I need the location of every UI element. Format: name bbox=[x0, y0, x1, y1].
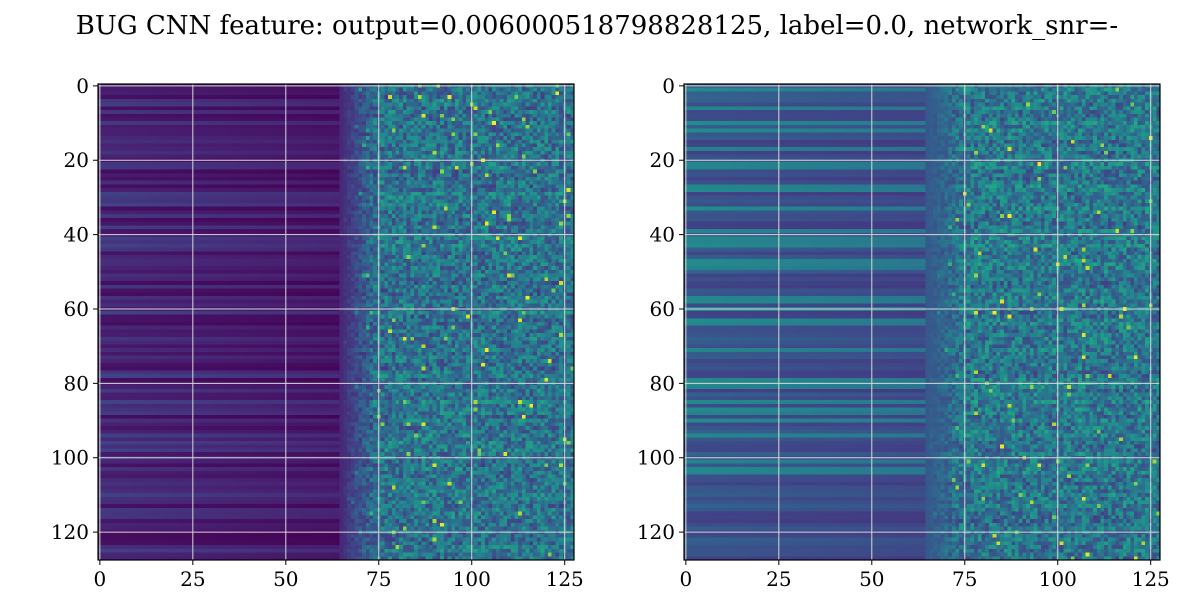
x-tick-label: 50 bbox=[273, 567, 298, 591]
heatmap-image-right bbox=[684, 84, 1160, 560]
grid-right bbox=[684, 84, 1160, 560]
x-tick-label: 125 bbox=[546, 567, 584, 591]
y-tick-label: 40 bbox=[650, 223, 675, 247]
ticks-right: 0 25 50 75 100 125 0 20 40 60 80 100 120 bbox=[637, 74, 1170, 591]
figure-title: BUG CNN feature: output=0.00600051879882… bbox=[76, 11, 1118, 41]
x-tick-label: 0 bbox=[93, 567, 106, 591]
x-tick-label: 100 bbox=[1039, 567, 1077, 591]
x-tick-label: 75 bbox=[952, 567, 977, 591]
y-tick-label: 80 bbox=[64, 371, 89, 395]
y-tick-label: 80 bbox=[650, 371, 675, 395]
y-tick-label: 0 bbox=[76, 74, 89, 98]
x-tick-label: 75 bbox=[366, 567, 391, 591]
heatmap-image-left bbox=[98, 84, 574, 560]
y-tick-label: 20 bbox=[64, 148, 89, 172]
y-tick-label: 100 bbox=[51, 446, 89, 470]
y-tick-label: 120 bbox=[51, 520, 89, 544]
x-tick-label: 50 bbox=[859, 567, 884, 591]
grid-left bbox=[98, 84, 574, 560]
y-tick-label: 60 bbox=[650, 297, 675, 321]
x-tick-label: 125 bbox=[1132, 567, 1170, 591]
y-tick-label: 40 bbox=[64, 223, 89, 247]
y-tick-label: 0 bbox=[662, 74, 675, 98]
y-tick-label: 60 bbox=[64, 297, 89, 321]
y-tick-label: 100 bbox=[637, 446, 675, 470]
x-tick-label: 0 bbox=[679, 567, 692, 591]
heatmap-right: 0 25 50 75 100 125 0 20 40 60 80 100 120 bbox=[637, 74, 1170, 591]
x-tick-label: 25 bbox=[180, 567, 205, 591]
x-tick-label: 25 bbox=[766, 567, 791, 591]
ticks-left: 0 25 50 75 100 125 0 20 40 60 80 100 120 bbox=[51, 74, 584, 591]
plot-frame-right bbox=[683, 83, 1161, 561]
x-tick-label: 100 bbox=[453, 567, 491, 591]
heatmap-left: 0 25 50 75 100 125 0 20 40 60 80 100 120 bbox=[51, 74, 584, 591]
y-tick-label: 20 bbox=[650, 148, 675, 172]
y-tick-label: 120 bbox=[637, 520, 675, 544]
plot-frame-left bbox=[97, 83, 575, 561]
